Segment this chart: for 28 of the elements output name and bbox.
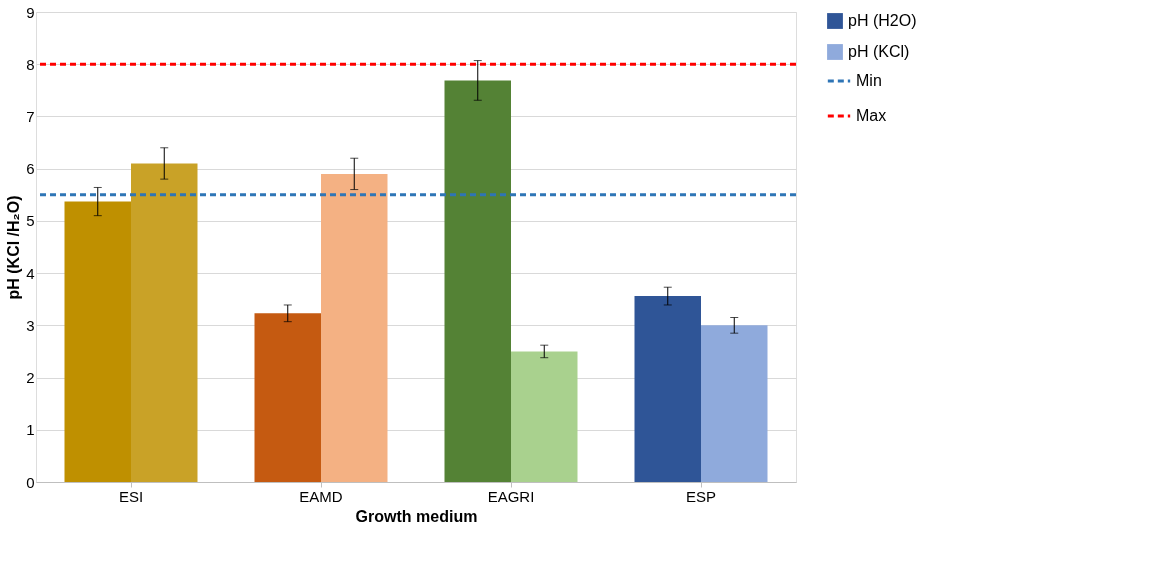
y-tick-label: 2 — [26, 369, 35, 387]
legend-label: pH (H2O) — [848, 12, 917, 29]
y-tick-label: 1 — [26, 421, 35, 439]
bar — [321, 173, 388, 482]
x-tick-label: EAMD — [299, 487, 343, 505]
y-tick-label: 4 — [26, 264, 35, 282]
y-tick-label: 3 — [26, 316, 35, 334]
bar — [634, 296, 701, 482]
bar — [254, 313, 321, 482]
legend-label: Min — [856, 72, 882, 89]
bar — [511, 351, 578, 482]
x-tick-label: ESP — [685, 487, 717, 505]
y-tick-label: 8 — [26, 55, 35, 73]
legend-label: pH (KCl) — [848, 43, 910, 60]
y-tick-label: 9 — [26, 3, 35, 21]
y-axis-title: pH (KCl /H₂O) — [5, 195, 23, 300]
bar — [701, 325, 768, 482]
legend-label: Max — [856, 107, 887, 124]
y-tick-label: 0 — [26, 473, 35, 491]
x-tick-label: ESI — [118, 487, 144, 505]
y-tick-label: 6 — [26, 160, 35, 178]
y-tick-label: 5 — [26, 212, 35, 230]
bar — [64, 201, 131, 482]
bar — [444, 80, 511, 482]
x-axis-title: Growth medium — [355, 507, 478, 525]
bar — [131, 163, 198, 482]
y-tick-label: 7 — [26, 107, 35, 125]
x-tick-label: EAGRI — [487, 487, 535, 505]
